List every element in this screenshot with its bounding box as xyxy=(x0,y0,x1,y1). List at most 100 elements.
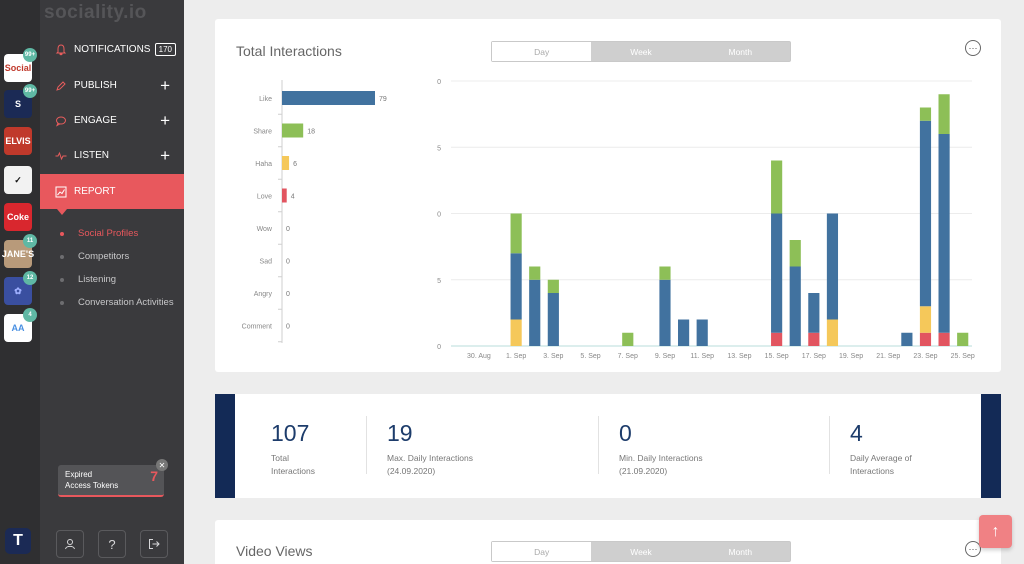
stat-value: 4 xyxy=(850,420,863,446)
stats-edge-left xyxy=(215,394,235,498)
stat-label: Min. Daily Interactions (21.09.2020) xyxy=(619,453,703,476)
account-avatar[interactable]: Social 99+ xyxy=(4,48,37,82)
plus-icon[interactable]: + xyxy=(160,76,170,95)
tab-week[interactable]: Week xyxy=(630,46,652,57)
reaction-breakdown-chart: Like 79 Share 18 Haha 6 Love 4 Wow 0 Sad 0 Angry 0 Com… xyxy=(242,80,387,343)
stacked-bar-segment xyxy=(696,319,708,346)
category-label: Sad xyxy=(260,259,273,266)
nav-publish[interactable]: PUBLISH + xyxy=(40,68,184,103)
y-tick-label: 10 xyxy=(437,212,441,219)
account-avatar[interactable]: JANE'S 11 xyxy=(2,234,37,268)
total-interactions-card: Total Interactions Day Week Month ··· Li… xyxy=(215,19,1001,372)
x-tick-label: 3. Sep xyxy=(543,353,563,360)
category-label: Wow xyxy=(257,226,273,233)
stacked-bar-segment xyxy=(659,266,671,280)
subnav-conversation-activities[interactable]: Conversation Activities xyxy=(60,297,174,308)
account-badge: 12 xyxy=(23,271,37,285)
x-tick-label: 15. Sep xyxy=(765,353,789,360)
tab-month[interactable]: Month xyxy=(728,546,753,557)
tab-day[interactable]: Day xyxy=(492,42,592,61)
nav-notifications-label: NOTIFICATIONS xyxy=(74,44,151,55)
subnav-competitors[interactable]: Competitors xyxy=(60,251,129,262)
stats-strip: 107 Total Interactions 19 Max. Daily Int… xyxy=(215,394,1001,498)
category-label: Love xyxy=(257,194,272,201)
stat-label: Daily Average of Interactions xyxy=(850,453,912,476)
stacked-bar-segment xyxy=(771,213,783,333)
stacked-bar-segment xyxy=(789,240,801,267)
expired-tokens-notice[interactable]: Expired Access Tokens 7 ✕ xyxy=(58,459,168,497)
plus-icon[interactable]: + xyxy=(160,111,170,130)
account-avatar[interactable]: AA 4 xyxy=(4,308,37,342)
expired-line1: Expired xyxy=(65,470,93,479)
category-label: Haha xyxy=(255,161,272,168)
account-badge: 99+ xyxy=(23,48,37,62)
stacked-bar-segment xyxy=(826,319,839,346)
x-tick-label: 13. Sep xyxy=(727,353,751,360)
account-badge: 4 xyxy=(23,308,37,322)
stacked-bar-segment xyxy=(957,332,969,346)
value-label: 79 xyxy=(379,96,387,103)
chat-bubble-icon xyxy=(54,114,68,128)
stat-value: 0 xyxy=(619,420,632,446)
help-button[interactable]: ? xyxy=(98,530,126,558)
value-label: 0 xyxy=(286,324,290,331)
profile-button[interactable] xyxy=(56,530,84,558)
stacked-bar-segment xyxy=(901,332,913,346)
account-avatar[interactable]: ELVIS xyxy=(4,127,32,155)
scroll-to-top-button[interactable]: ↑ xyxy=(979,515,1012,548)
nav-report[interactable]: REPORT xyxy=(40,174,184,209)
value-label: 0 xyxy=(286,291,290,298)
stat-label: Total Interactions xyxy=(271,453,315,476)
tab-month[interactable]: Month xyxy=(728,46,753,57)
logout-button[interactable] xyxy=(140,530,168,558)
more-options-icon[interactable]: ··· xyxy=(965,541,981,557)
account-avatar[interactable]: Coke xyxy=(4,203,32,231)
category-label: Share xyxy=(253,129,272,136)
app-logo-icon[interactable]: T xyxy=(5,528,31,554)
stacked-bar-segment xyxy=(938,332,950,346)
stat-label: Max. Daily Interactions (24.09.2020) xyxy=(387,453,473,476)
value-label: 0 xyxy=(286,226,290,233)
x-tick-label: 25. Sep xyxy=(951,353,975,360)
account-avatar[interactable]: ✿ 12 xyxy=(4,271,37,305)
value-label: 4 xyxy=(291,194,295,201)
pencil-icon xyxy=(54,79,68,93)
subnav-listening[interactable]: Listening xyxy=(60,274,116,285)
x-tick-label: 21. Sep xyxy=(876,353,900,360)
x-tick-label: 23. Sep xyxy=(913,353,937,360)
stacked-bar-segment xyxy=(510,319,522,346)
stacked-bar-segment xyxy=(547,293,559,346)
nav-notifications[interactable]: NOTIFICATIONS 170 xyxy=(40,32,184,67)
x-tick-label: 30. Aug xyxy=(467,353,491,360)
period-toggle: Day Week Month xyxy=(491,41,791,62)
tab-week[interactable]: Week xyxy=(630,546,652,557)
nav-listen[interactable]: LISTEN + xyxy=(40,138,184,173)
stacked-bar-segment xyxy=(808,332,820,346)
account-avatar-label: ✿ xyxy=(14,285,22,296)
account-avatar-label: S xyxy=(14,99,21,109)
stacked-bar-segment xyxy=(938,134,950,333)
expired-count: 7 xyxy=(150,468,158,484)
more-options-icon[interactable]: ··· xyxy=(965,40,981,56)
subnav-social-profiles[interactable]: Social Profiles xyxy=(60,228,138,239)
tab-day[interactable]: Day xyxy=(492,542,592,561)
reaction-bar xyxy=(282,123,304,138)
stacked-bar-segment xyxy=(529,266,541,280)
account-avatar[interactable]: S 99+ xyxy=(4,84,37,118)
nav-engage-label: ENGAGE xyxy=(74,115,117,126)
y-tick-label: 5 xyxy=(437,278,441,285)
account-badge: 99+ xyxy=(23,84,37,98)
category-label: Comment xyxy=(242,324,272,331)
account-avatar[interactable]: ✓ xyxy=(4,166,32,194)
nav-engage[interactable]: ENGAGE + xyxy=(40,103,184,138)
video-views-card: Video Views Day Week Month ··· xyxy=(215,520,1001,564)
plus-icon[interactable]: + xyxy=(160,146,170,165)
card-title: Video Views xyxy=(236,543,313,559)
stacked-bar-segment xyxy=(771,332,783,346)
bell-icon xyxy=(54,43,68,57)
close-icon[interactable]: ✕ xyxy=(156,459,168,471)
card-title: Total Interactions xyxy=(236,43,342,59)
brand-logo: sociality.io xyxy=(44,2,147,23)
stacked-bar-segment xyxy=(919,306,932,333)
question-icon: ? xyxy=(108,536,116,552)
